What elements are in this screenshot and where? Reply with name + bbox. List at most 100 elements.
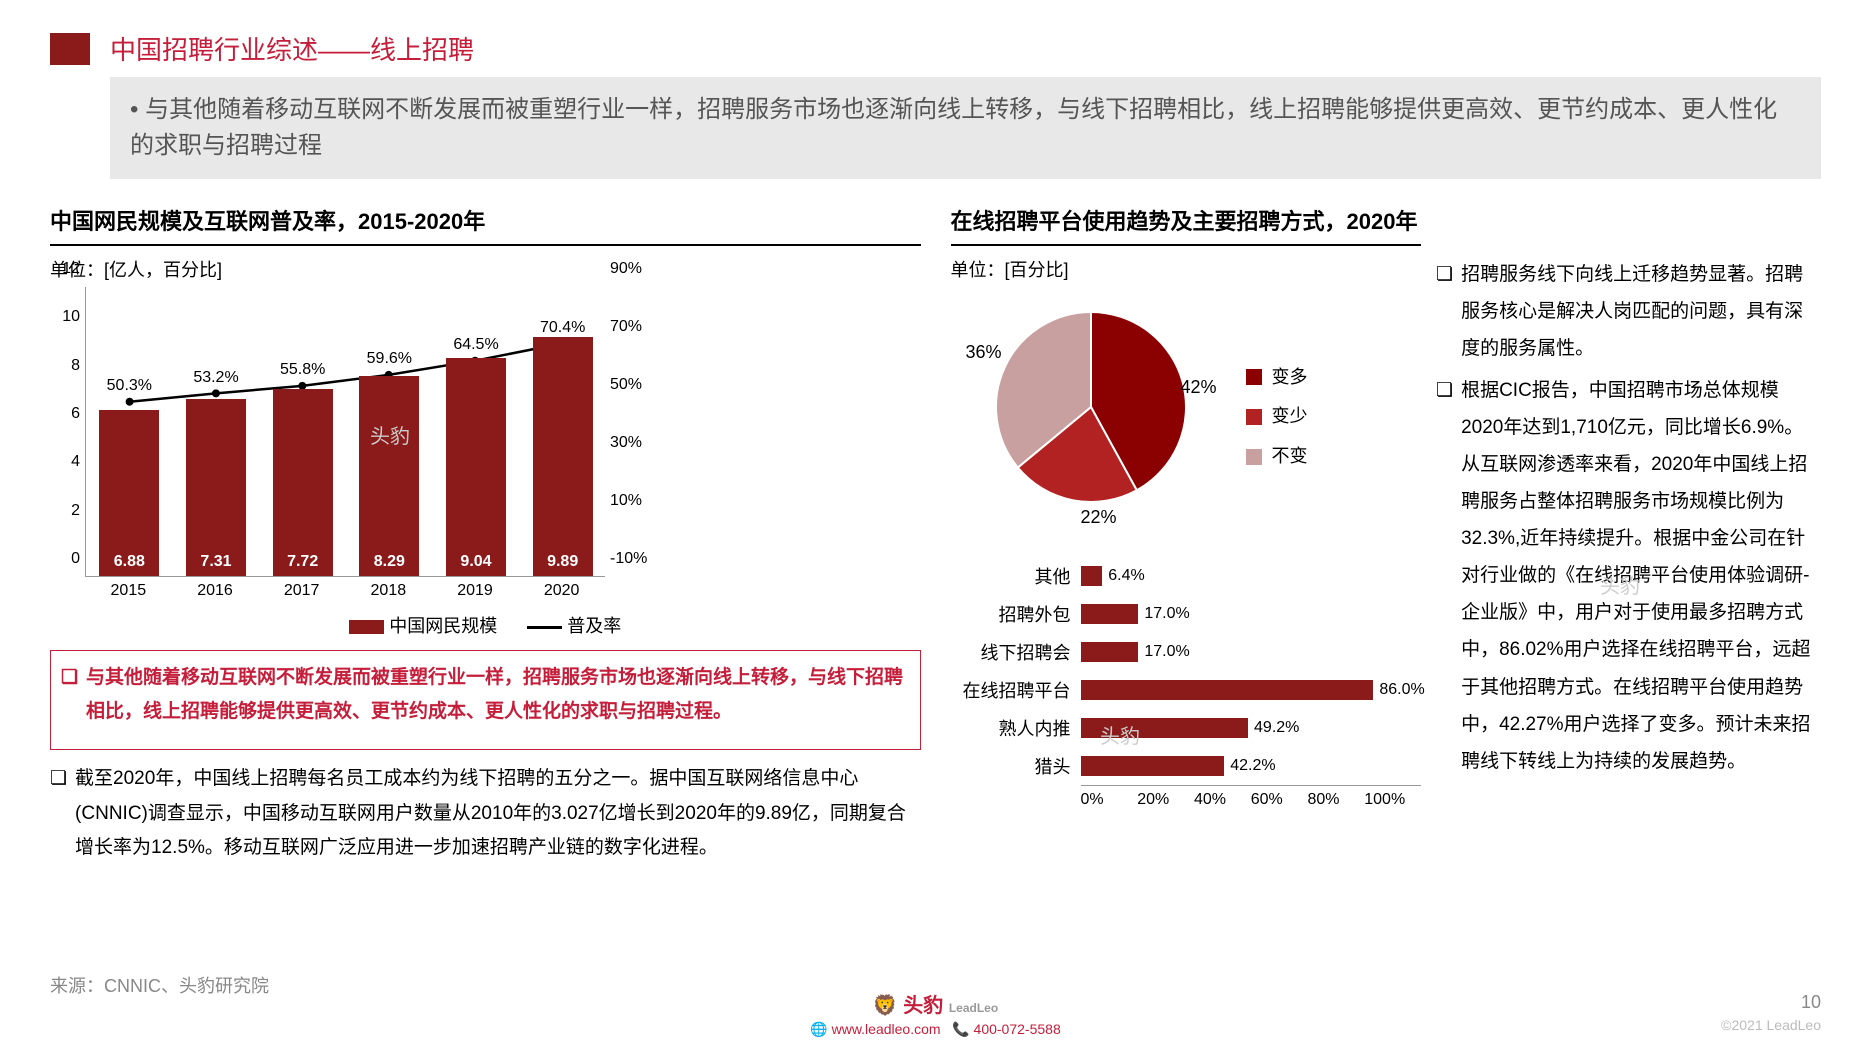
y-axis-left: 024681012 — [50, 287, 85, 577]
hbar-fill — [1081, 642, 1139, 662]
hbar-track: 42.2% — [1081, 756, 1422, 776]
hbar-value: 6.4% — [1108, 567, 1144, 585]
bar-2016: 7.31 — [186, 399, 246, 576]
side-text-0: ❏招聘服务线下向线上迁移趋势显著。招聘服务核心是解决人岗匹配的问题，具有深度的服… — [1436, 256, 1821, 367]
y-axis-right: -10%10%30%50%70%90% — [605, 287, 660, 577]
footer-logo-sub: LeadLeo — [949, 1001, 998, 1015]
footer-copyright: ©2021 LeadLeo — [1721, 1017, 1821, 1033]
x-label: 2018 — [371, 582, 407, 600]
y-tick: 10 — [62, 308, 80, 326]
right-charts: 在线招聘平台使用趋势及主要招聘方式，2020年 单位：[百分比] 变多变少不变 … — [951, 204, 1422, 875]
chart-legend: 中国网民规模 普及率 — [50, 612, 921, 638]
line-label: 59.6% — [367, 350, 412, 368]
y2-tick: -10% — [610, 550, 647, 568]
note-black-text: 截至2020年，中国线上招聘每名员工成本约为线下招聘的五分之一。据中国互联网络信… — [75, 762, 920, 865]
note-red: ❏与其他随着移动互联网不断发展而被重塑行业一样，招聘服务市场也逐渐向线上转移，与… — [61, 661, 910, 729]
hbar-fill — [1081, 604, 1139, 624]
pie-label-1: 22% — [1081, 507, 1117, 528]
y-tick: 2 — [71, 502, 80, 520]
pie-label-2: 36% — [966, 342, 1002, 363]
x-label: 2016 — [197, 582, 233, 600]
hbar-track: 17.0% — [1081, 642, 1422, 662]
left-unit-label: 单位：[亿人，百分比] — [50, 256, 921, 282]
hbar-track: 6.4% — [1081, 566, 1422, 586]
hbar-track: 17.0% — [1081, 604, 1422, 624]
hbar-value: 42.2% — [1230, 757, 1275, 775]
pie-svg — [951, 287, 1231, 527]
hbar-row: 猎头 42.2% — [951, 747, 1422, 785]
legend-label: 变多 — [1272, 358, 1308, 398]
line-label: 64.5% — [453, 336, 498, 354]
legend-bar-icon — [349, 620, 384, 634]
hbar-category: 猎头 — [951, 753, 1081, 779]
legend-line-icon — [527, 626, 562, 629]
hbar-category: 招聘外包 — [951, 601, 1081, 627]
y-tick: 8 — [71, 357, 80, 375]
hbar-row: 其他 6.4% — [951, 557, 1422, 595]
legend-color-icon — [1246, 449, 1262, 465]
hbar-axis: 0%20%40%60%80%100% — [1081, 785, 1422, 809]
line-label: 53.2% — [193, 369, 238, 387]
hbar-track: 49.2% — [1081, 718, 1422, 738]
y-tick: 0 — [71, 550, 80, 568]
content-row: 中国网民规模及互联网普及率，2015-2020年 单位：[亿人，百分比] 024… — [50, 204, 1821, 875]
hbar-category: 在线招聘平台 — [951, 677, 1081, 703]
hbar-axis-tick: 40% — [1194, 791, 1251, 809]
legend-label: 变少 — [1272, 397, 1308, 437]
right-unit-label: 单位：[百分比] — [951, 256, 1422, 282]
side-text-section: ❏招聘服务线下向线上迁移趋势显著。招聘服务核心是解决人岗匹配的问题，具有深度的服… — [1421, 204, 1821, 875]
combo-chart: 024681012 6.8850.3%7.3153.2%7.7255.8%8.2… — [50, 287, 660, 607]
right-panel: 在线招聘平台使用趋势及主要招聘方式，2020年 单位：[百分比] 变多变少不变 … — [951, 204, 1822, 875]
bar-2018: 8.29 — [359, 376, 419, 576]
footer-source: 来源：CNNIC、头豹研究院 — [50, 972, 269, 998]
footer-logo-text: 头豹 — [903, 995, 943, 1017]
plot-area: 6.8850.3%7.3153.2%7.7255.8%8.2959.6%9.04… — [85, 287, 605, 577]
note-red-text: 与其他随着移动互联网不断发展而被重塑行业一样，招聘服务市场也逐渐向线上转移，与线… — [86, 661, 909, 729]
hbar-category: 线下招聘会 — [951, 639, 1081, 665]
hbar-axis-tick: 20% — [1137, 791, 1194, 809]
hbar-fill — [1081, 680, 1374, 700]
hbar-fill — [1081, 718, 1249, 738]
pie-chart: 变多变少不变 42% 22% 36% — [951, 287, 1422, 547]
side-text-1: ❏根据CIC报告，中国招聘市场总体规模2020年达到1,710亿元，同比增长6.… — [1436, 372, 1821, 780]
bar-value: 7.72 — [287, 553, 318, 571]
hbar-axis-tick: 80% — [1308, 791, 1365, 809]
hbar-category: 熟人内推 — [951, 715, 1081, 741]
page-title: 中国招聘行业综述——线上招聘 — [110, 30, 474, 67]
legend-color-icon — [1246, 369, 1262, 385]
hbar-row: 招聘外包 17.0% — [951, 595, 1422, 633]
left-panel: 中国网民规模及互联网普及率，2015-2020年 单位：[亿人，百分比] 024… — [50, 204, 921, 875]
hbar-value: 17.0% — [1144, 605, 1189, 623]
footer-website[interactable]: www.leadleo.com — [832, 1021, 941, 1037]
subtitle-content: 与其他随着移动互联网不断发展而被重塑行业一样，招聘服务市场也逐渐向线上转移，与线… — [130, 96, 1777, 159]
bar-value: 9.89 — [547, 553, 578, 571]
hbar-value: 49.2% — [1254, 719, 1299, 737]
footer-links: 🌐 www.leadleo.com 📞 400-072-5588 — [810, 1021, 1060, 1038]
bar-2019: 9.04 — [446, 358, 506, 576]
divider — [951, 244, 1422, 246]
x-label: 2020 — [544, 582, 580, 600]
hbar-axis-tick: 60% — [1251, 791, 1308, 809]
note-black: ❏截至2020年，中国线上招聘每名员工成本约为线下招聘的五分之一。据中国互联网络… — [50, 762, 921, 865]
y2-tick: 50% — [610, 376, 642, 394]
pie-legend-item: 不变 — [1246, 437, 1308, 477]
bar-2020: 9.89 — [533, 337, 593, 576]
hbar-track: 86.0% — [1081, 680, 1422, 700]
hbar-value: 86.0% — [1379, 681, 1424, 699]
y2-tick: 30% — [610, 434, 642, 452]
line-label: 50.3% — [107, 377, 152, 395]
title-marker-icon — [50, 33, 90, 65]
highlighted-note: ❏与其他随着移动互联网不断发展而被重塑行业一样，招聘服务市场也逐渐向线上转移，与… — [50, 650, 921, 750]
footer-phone: 400-072-5588 — [974, 1021, 1061, 1037]
line-label: 55.8% — [280, 361, 325, 379]
legend-label: 不变 — [1272, 437, 1308, 477]
bar-value: 9.04 — [460, 553, 491, 571]
hbar-row: 线下招聘会17.0% — [951, 633, 1422, 671]
footer-center: 🦁 头豹 LeadLeo 🌐 www.leadleo.com 📞 400-072… — [810, 989, 1060, 1038]
pie-label-0: 42% — [1181, 377, 1217, 398]
right-chart-title: 在线招聘平台使用趋势及主要招聘方式，2020年 — [951, 204, 1422, 236]
y-tick: 4 — [71, 453, 80, 471]
hbar-category: 其他 — [951, 563, 1081, 589]
legend-bar-label: 中国网民规模 — [389, 616, 497, 636]
footer-logo: 🦁 头豹 LeadLeo — [810, 989, 1060, 1018]
